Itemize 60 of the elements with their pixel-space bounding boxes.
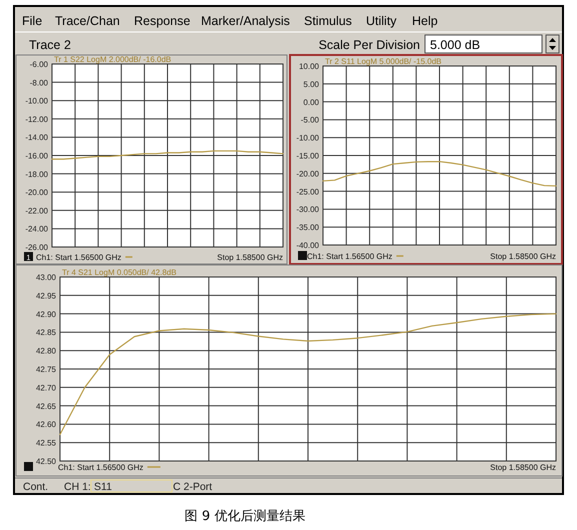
y-tick-label: -40.00 (296, 241, 320, 250)
y-tick-label: 43.00 (36, 273, 57, 282)
text: Stop 1.58500 GHz (217, 253, 283, 262)
text: Ch1: Start 1.56500 GHz (307, 252, 392, 261)
y-tick-label: 42.85 (36, 328, 57, 338)
text: Cont. (23, 481, 48, 493)
y-tick-label: -20.00 (25, 188, 49, 198)
y-tick-label: -5.00 (300, 116, 320, 125)
text: CH 1: (64, 481, 91, 493)
y-tick-label: -12.00 (25, 114, 49, 124)
text: 5.000 dB (430, 38, 480, 52)
y-tick-label: -15.00 (296, 152, 320, 160)
y-tick-label: 42.50 (36, 457, 57, 466)
chart-title: Tr 4 S21 LogM 0.050dB/ 42.8dB (62, 268, 176, 277)
text: Marker/Analysis (201, 14, 290, 28)
y-tick-label: 42.90 (36, 310, 57, 319)
text: Stimulus (304, 14, 352, 28)
y-tick-label: -24.00 (25, 224, 49, 234)
text: Trace 2 (29, 38, 71, 52)
y-tick-label: 0.00 (303, 98, 320, 107)
text: Ch1: Start 1.56500 GHz (58, 463, 144, 472)
y-tick-label: -6.00 (30, 60, 49, 69)
line-series (59, 313, 557, 436)
line-series (51, 150, 284, 160)
y-tick-label: -8.00 (30, 78, 49, 88)
y-tick-label: 5.00 (303, 80, 320, 89)
text: C 2-Port (173, 481, 212, 493)
y-tick-label: -22.00 (25, 206, 49, 216)
text: Scale Per Division (318, 38, 420, 52)
y-tick-label: 42.80 (36, 346, 57, 356)
chart-title: Tr 1 S22 LogM 2.000dB/ -16.0dB (54, 55, 172, 64)
y-tick-label: -10.00 (296, 134, 320, 143)
text: File (22, 14, 42, 28)
y-tick-label: -10.00 (25, 96, 49, 106)
text: Stop 1.58500 GHz (490, 463, 556, 472)
y-tick-label: 42.75 (36, 365, 57, 374)
text: S11 (94, 481, 112, 493)
y-tick-label: -14.00 (25, 133, 49, 142)
y-tick-label: 42.55 (36, 438, 57, 448)
caption: 图 9 优化后测量结果 (184, 509, 306, 524)
y-tick-label: -20.00 (296, 169, 320, 178)
y-tick-label: 42.65 (36, 402, 57, 411)
text: Trace/Chan (55, 14, 120, 28)
y-tick-label: 42.60 (36, 420, 57, 430)
y-tick-label: -16.00 (25, 152, 49, 160)
y-tick-label: 42.70 (36, 383, 57, 392)
y-tick-label: -25.00 (296, 187, 320, 196)
y-tick-label: 10.00 (298, 62, 320, 71)
y-tick-label: -35.00 (296, 223, 320, 232)
text: Help (412, 14, 438, 28)
y-tick-label: -26.00 (25, 243, 49, 252)
chart-title: Tr 2 S11 LogM 5.000dB/ -15.0dB (325, 57, 442, 66)
text: Stop 1.58500 GHz (490, 252, 556, 261)
text: Response (134, 14, 190, 28)
y-tick-label: -18.00 (25, 170, 49, 179)
text: Utility (366, 14, 398, 28)
line-series (322, 160, 557, 187)
y-tick-label: 42.95 (36, 291, 57, 300)
y-tick-label: -30.00 (296, 205, 320, 214)
text: Ch1: Start 1.56500 GHz (36, 253, 122, 262)
